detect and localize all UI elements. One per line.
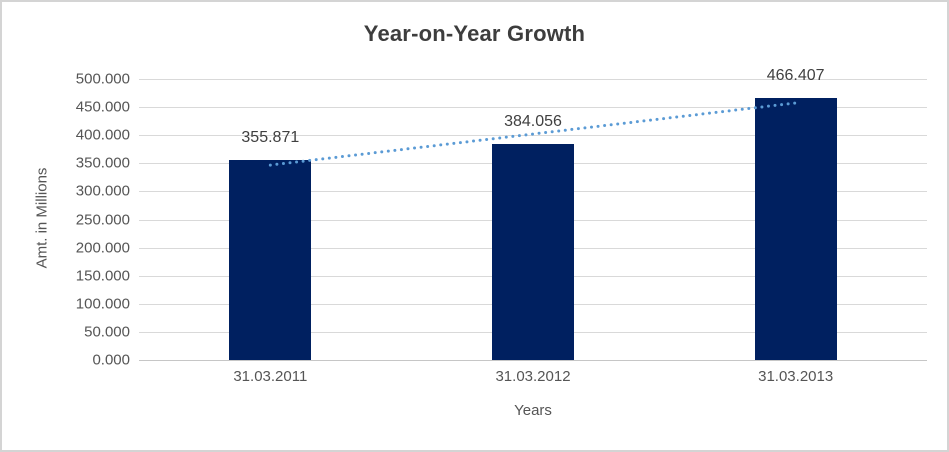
y-tick-label: 500.000: [75, 70, 130, 88]
y-tick-label: 200.000: [75, 239, 130, 257]
plot-area: 355.871 384.056 466.407: [139, 67, 927, 361]
y-tick-label: 300.000: [75, 182, 130, 200]
data-label: 355.871: [241, 129, 300, 147]
bar-31.03.2012: [492, 144, 574, 360]
y-tick-label: 50.000: [84, 323, 130, 341]
gridline: [139, 79, 927, 80]
data-label: 466.407: [766, 66, 825, 84]
trendline: [268, 101, 798, 167]
x-tick-label: 31.03.2012: [495, 368, 571, 385]
y-tick-label: 350.000: [75, 154, 130, 172]
chart-title: Year-on-Year Growth: [363, 21, 586, 46]
bar-31.03.2013: [754, 97, 837, 360]
gridline: [139, 107, 927, 109]
y-tick-label: 150.000: [75, 267, 130, 285]
x-axis-title: Years: [514, 402, 552, 419]
y-tick-label: 450.000: [75, 98, 130, 116]
y-tick-label: 0.000: [92, 351, 130, 369]
x-tick-label: 31.03.2011: [233, 368, 308, 385]
y-tick-label: 250.000: [75, 211, 130, 228]
gridline: [139, 135, 927, 137]
y-tick-label: 400.000: [75, 126, 130, 144]
x-axis-line: [139, 360, 927, 361]
y-tick-label: 100.000: [75, 295, 130, 313]
x-axis-tick-labels: 31.03.2011 31.03.2012 31.03.2013: [139, 368, 927, 388]
data-label: 384.056: [504, 113, 562, 131]
bar-31.03.2011: [229, 160, 312, 360]
y-axis-tick-labels: 0.000 50.000 100.000 150.000 200.000 250.000 3…: [2, 71, 139, 369]
x-tick-label: 31.03.2013: [758, 368, 834, 385]
